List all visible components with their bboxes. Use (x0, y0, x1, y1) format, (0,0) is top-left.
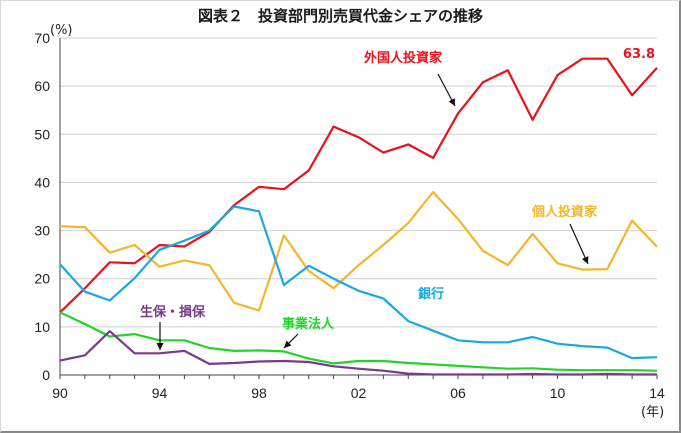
end-value-label: 63.8 (623, 47, 655, 62)
axes: 0 10 20 30 40 50 60 70 90 94 98 02 06 10 14 (34, 30, 665, 401)
label-arrowhead (156, 343, 164, 350)
y-tick-label: 70 (34, 30, 50, 46)
x-tick-label: 14 (649, 385, 665, 401)
series-line-4 (59, 330, 657, 376)
gridlines (60, 37, 657, 328)
y-tick-label: 20 (34, 271, 50, 287)
x-tick-label: 02 (351, 385, 367, 401)
label-leader-line (569, 223, 589, 265)
y-tick-label: 30 (34, 223, 50, 239)
series-line-3 (59, 311, 658, 372)
series-label-0: 外国人投資家 (363, 50, 443, 66)
x-axis-unit: (年) (641, 405, 664, 420)
y-tick-label: 40 (34, 174, 50, 190)
series-line-2 (59, 205, 658, 360)
x-tick-label: 10 (550, 385, 566, 401)
label-arrowhead (448, 98, 455, 106)
series-label-1: 個人投資家 (531, 204, 598, 220)
series-label-2: 銀行 (418, 286, 444, 302)
series-label-3: 事業法人 (282, 316, 335, 332)
label-arrowhead (581, 256, 589, 264)
x-tick-label: 06 (450, 385, 466, 401)
series-line-1 (59, 191, 658, 312)
y-tick-label: 10 (34, 319, 50, 335)
series-line-0 (59, 57, 658, 314)
series-label-4: 生保・損保 (140, 304, 206, 320)
label-arrowhead (284, 340, 292, 348)
y-tick-label: 0 (42, 367, 50, 383)
y-tick-label: 50 (34, 126, 50, 142)
y-tick-label: 60 (34, 78, 50, 94)
x-tick-label: 98 (251, 385, 267, 401)
x-tick-label: 90 (52, 385, 68, 401)
x-tick-label: 94 (152, 385, 168, 401)
chart-title: 図表２ 投資部門別売買代金シェアの推移 (197, 7, 483, 25)
y-axis-unit: (%) (50, 23, 73, 38)
